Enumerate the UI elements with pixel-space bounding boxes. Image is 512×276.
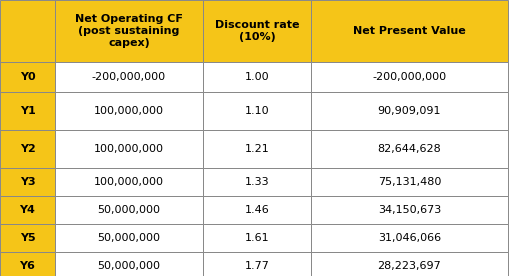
Bar xyxy=(311,130,508,168)
Bar xyxy=(203,62,311,92)
Bar xyxy=(203,130,311,168)
Text: 100,000,000: 100,000,000 xyxy=(94,177,164,187)
Text: 50,000,000: 50,000,000 xyxy=(97,233,160,243)
Text: Net Operating CF
(post sustaining
capex): Net Operating CF (post sustaining capex) xyxy=(75,14,183,47)
Text: 34,150,673: 34,150,673 xyxy=(378,205,441,215)
Text: Y0: Y0 xyxy=(19,72,35,82)
Text: 82,644,628: 82,644,628 xyxy=(378,144,441,154)
Bar xyxy=(203,168,311,196)
Bar xyxy=(0,196,55,224)
Bar xyxy=(55,252,203,276)
Text: 100,000,000: 100,000,000 xyxy=(94,144,164,154)
Bar xyxy=(311,62,508,92)
Text: 90,909,091: 90,909,091 xyxy=(378,106,441,116)
Bar xyxy=(203,0,311,62)
Bar xyxy=(0,252,55,276)
Bar xyxy=(311,168,508,196)
Text: Net Present Value: Net Present Value xyxy=(353,26,466,36)
Bar xyxy=(311,196,508,224)
Bar xyxy=(311,92,508,130)
Bar xyxy=(0,224,55,252)
Text: 100,000,000: 100,000,000 xyxy=(94,106,164,116)
Text: 31,046,066: 31,046,066 xyxy=(378,233,441,243)
Bar xyxy=(203,252,311,276)
Bar xyxy=(0,0,55,62)
Bar xyxy=(55,224,203,252)
Bar xyxy=(55,168,203,196)
Text: 1.61: 1.61 xyxy=(245,233,269,243)
Bar xyxy=(311,252,508,276)
Text: 1.10: 1.10 xyxy=(245,106,269,116)
Text: Discount rate
(10%): Discount rate (10%) xyxy=(215,20,299,42)
Text: Y2: Y2 xyxy=(19,144,35,154)
Bar xyxy=(55,92,203,130)
Text: Y1: Y1 xyxy=(19,106,35,116)
Bar xyxy=(55,130,203,168)
Text: Y3: Y3 xyxy=(19,177,35,187)
Bar xyxy=(55,62,203,92)
Bar xyxy=(311,224,508,252)
Text: 1.21: 1.21 xyxy=(245,144,269,154)
Bar xyxy=(0,92,55,130)
Text: Y6: Y6 xyxy=(19,261,35,271)
Text: 28,223,697: 28,223,697 xyxy=(378,261,441,271)
Text: 1.46: 1.46 xyxy=(245,205,269,215)
Text: Y4: Y4 xyxy=(19,205,35,215)
Text: -200,000,000: -200,000,000 xyxy=(92,72,166,82)
Bar xyxy=(203,224,311,252)
Bar xyxy=(203,92,311,130)
Text: 1.77: 1.77 xyxy=(245,261,269,271)
Text: 75,131,480: 75,131,480 xyxy=(378,177,441,187)
Bar xyxy=(0,168,55,196)
Text: 50,000,000: 50,000,000 xyxy=(97,205,160,215)
Text: 50,000,000: 50,000,000 xyxy=(97,261,160,271)
Text: 1.00: 1.00 xyxy=(245,72,269,82)
Bar xyxy=(203,196,311,224)
Bar xyxy=(311,0,508,62)
Bar xyxy=(0,130,55,168)
Bar xyxy=(0,62,55,92)
Text: 1.33: 1.33 xyxy=(245,177,269,187)
Text: -200,000,000: -200,000,000 xyxy=(372,72,446,82)
Bar xyxy=(55,196,203,224)
Text: Y5: Y5 xyxy=(19,233,35,243)
Bar xyxy=(55,0,203,62)
